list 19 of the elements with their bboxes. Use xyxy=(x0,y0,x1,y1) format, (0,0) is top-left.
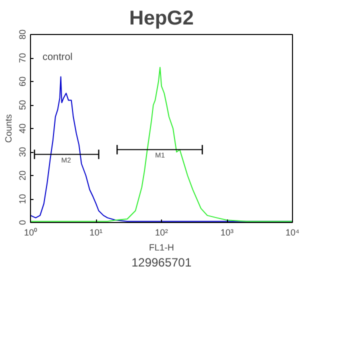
x-axis-title: FL1-H xyxy=(149,242,174,252)
x-tick-label: 10² xyxy=(154,228,168,238)
y-axis-title: Counts xyxy=(4,114,14,143)
y-tick-label: 70 xyxy=(18,52,28,64)
y-tick-label: 0 xyxy=(18,220,28,226)
x-tick-label: 10⁴ xyxy=(286,228,300,238)
x-tick-label: 10³ xyxy=(220,228,234,238)
text: 129965701 xyxy=(131,256,192,270)
y-tick-label: 60 xyxy=(18,76,28,87)
y-tick-label: 20 xyxy=(18,170,28,181)
y-tick-label: 50 xyxy=(18,100,28,110)
y-tick-label: 30 xyxy=(18,146,28,158)
y-tick-label: 40 xyxy=(18,123,28,134)
y-tick-label: 80 xyxy=(18,29,28,40)
y-tick-label: 10 xyxy=(18,194,28,204)
annotation: control xyxy=(42,52,73,63)
x-tick-label: 10¹ xyxy=(89,228,103,238)
x-tick-label: 10⁰ xyxy=(24,228,38,238)
chart-title: HepG2 xyxy=(129,8,194,30)
